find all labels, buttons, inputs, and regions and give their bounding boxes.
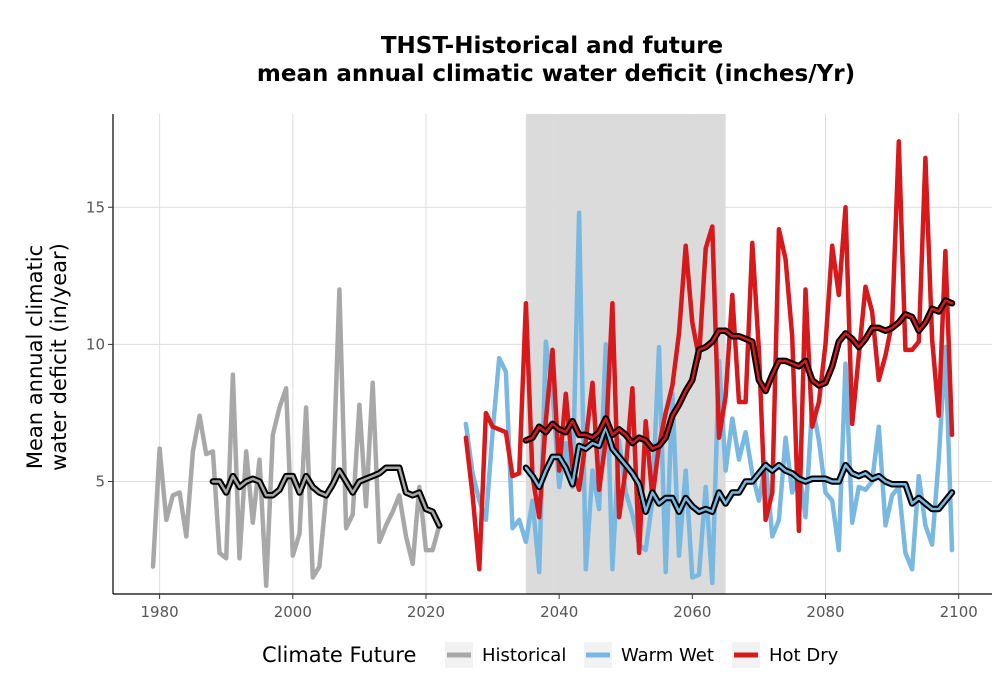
series-line-historical xyxy=(150,287,442,589)
legend-label-warm-wet: Warm Wet xyxy=(621,645,714,666)
y-axis-label-line1: Mean annual climatic xyxy=(23,245,47,469)
chart-title-line2: mean annual climatic water deficit (inch… xyxy=(257,61,855,87)
y-axis-label-line2: water deficit (in/year) xyxy=(47,243,71,471)
y-tick-label: 15 xyxy=(86,198,105,216)
x-tick-label: 2000 xyxy=(274,603,312,621)
y-axis-label: Mean annual climatic water deficit (in/y… xyxy=(23,243,71,471)
x-tick-label: 2060 xyxy=(673,603,711,621)
legend: Climate Future Historical Warm Wet Hot Dry xyxy=(262,642,839,668)
x-tick-label: 2080 xyxy=(806,603,844,621)
shaded-period xyxy=(525,114,726,594)
legend-label-historical: Historical xyxy=(482,645,566,666)
y-tick-label: 5 xyxy=(95,473,105,491)
series-line-hot-dry xyxy=(463,139,955,572)
x-tick-label: 2100 xyxy=(940,603,978,621)
chart-title-line1: THST-Historical and future xyxy=(381,33,723,59)
smoothed-line-historical xyxy=(211,466,441,527)
x-tick-label: 1980 xyxy=(141,603,179,621)
series-line-warm-wet xyxy=(463,210,955,586)
x-tick-label: 2020 xyxy=(407,603,445,621)
legend-title: Climate Future xyxy=(262,643,416,667)
x-tick-label: 2040 xyxy=(540,603,578,621)
smoothed-line-warm-wet xyxy=(524,425,954,513)
y-tick-label: 10 xyxy=(86,335,105,353)
smoothed-line-hot-dry xyxy=(524,299,954,450)
legend-label-hot-dry: Hot Dry xyxy=(769,645,839,666)
plot-area: 1980 2000 2020 2040 2060 2080 2100 5 10 15 xyxy=(86,114,992,621)
